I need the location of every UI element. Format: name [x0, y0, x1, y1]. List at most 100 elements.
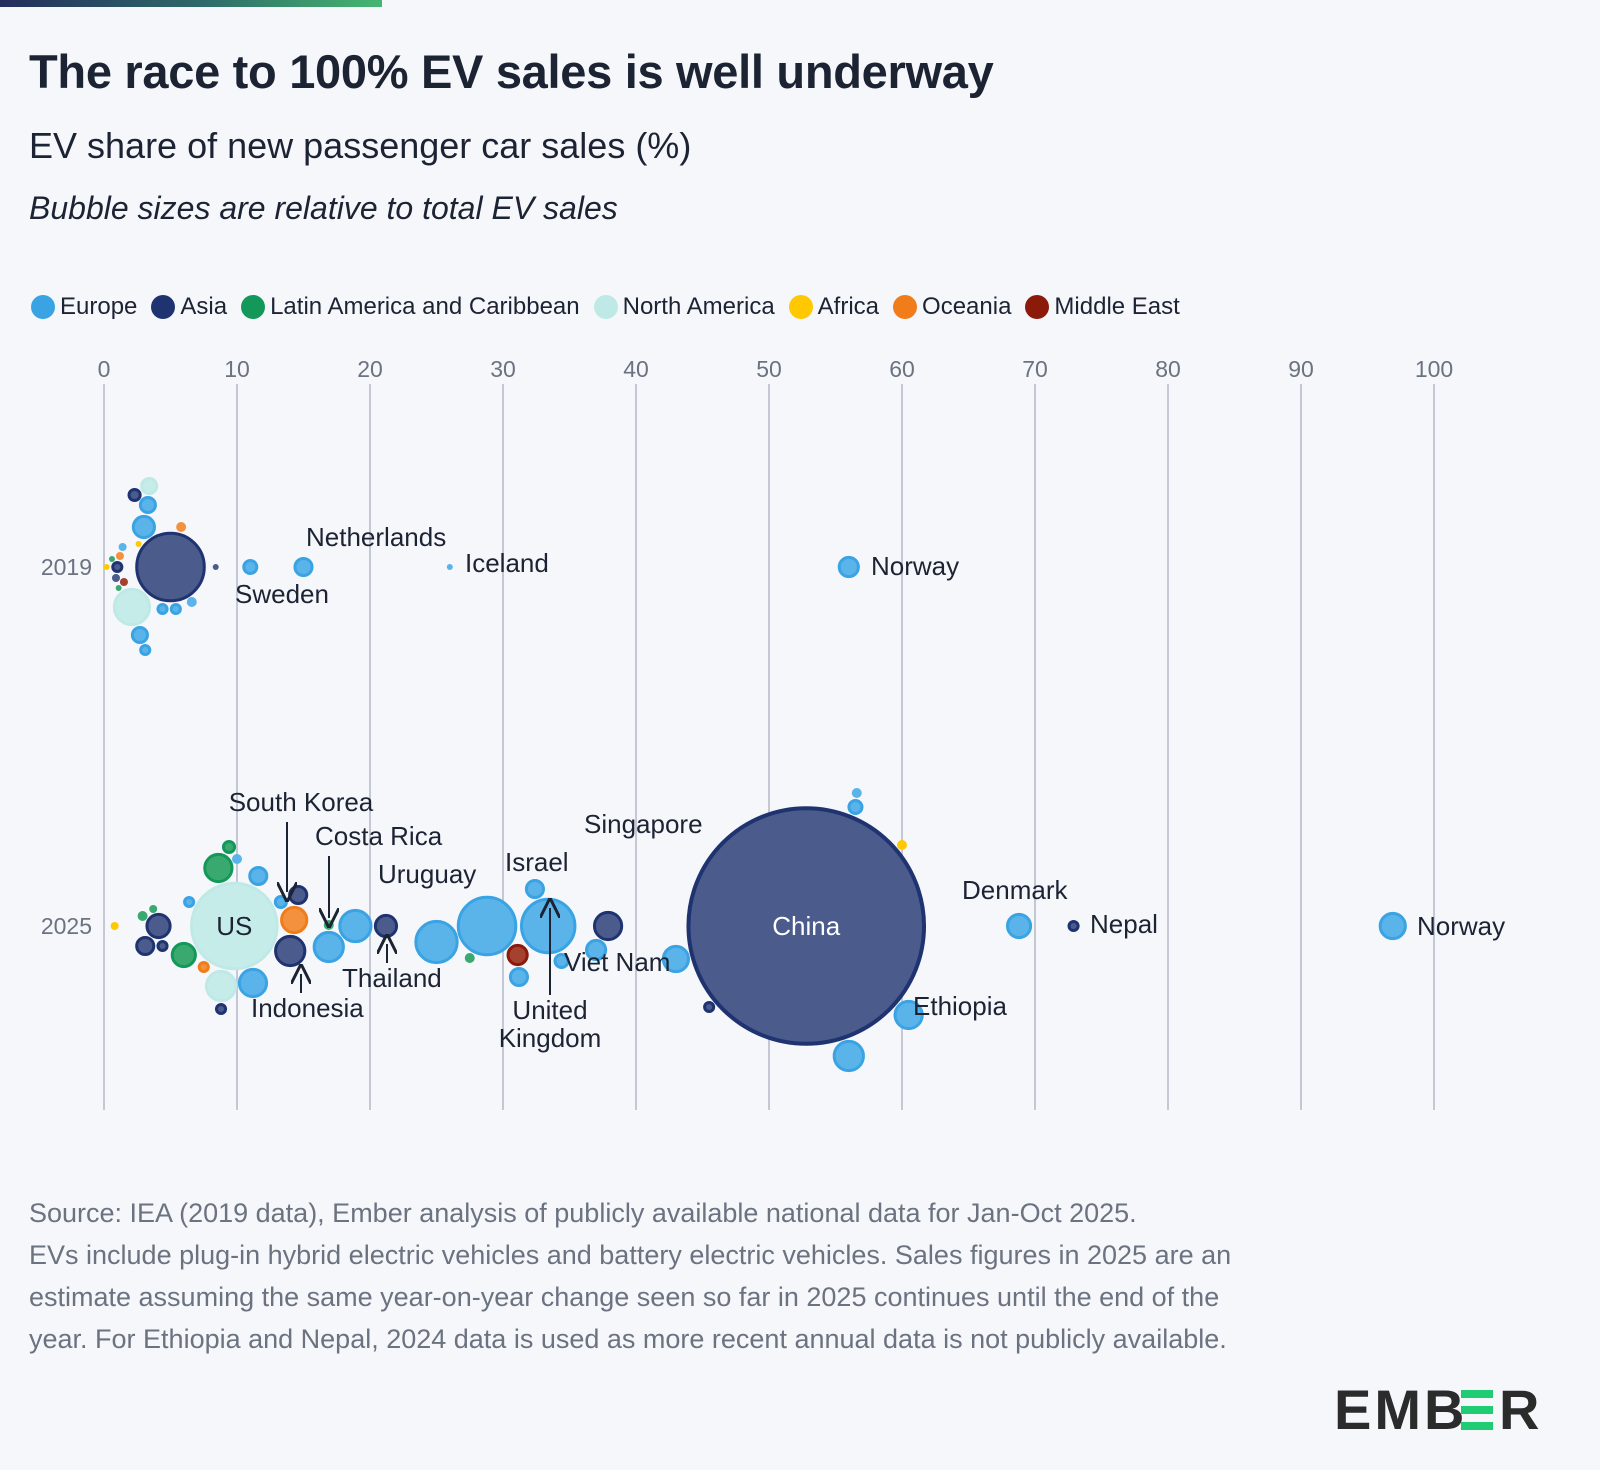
legend-label: Middle East: [1054, 293, 1180, 320]
bubble-europe: [139, 643, 152, 657]
label-denmark: Denmark: [962, 875, 1068, 905]
bubble-israel-2025: [506, 943, 529, 967]
legend-item-asia: Asia: [151, 293, 227, 321]
bubble-indonesia-2025: [288, 884, 309, 906]
footer: Source: IEA (2019 data), Ember analysis …: [29, 1192, 1269, 1360]
label-thailand: Thailand: [342, 963, 442, 993]
x-tick-label: 40: [623, 356, 649, 382]
label-united-kingdom-1: United: [512, 995, 587, 1025]
bubble-europe: [661, 944, 691, 974]
bubble-europe: [847, 798, 864, 816]
x-tick-label: 70: [1022, 356, 1048, 382]
label-costa-rica: Costa Rica: [315, 821, 443, 851]
bubble-europe: [553, 952, 570, 970]
bubble-ethiopia-2025: [897, 840, 907, 850]
bubble-oceania: [176, 522, 187, 532]
bubble-nepal-2025: [1067, 919, 1080, 933]
legend-label: Latin America and Caribbean: [270, 293, 580, 320]
bubble-north-america: [204, 969, 238, 1003]
bubble-europe: [508, 966, 530, 988]
bubble-sweden-2019: [242, 558, 259, 576]
label-uruguay: Uruguay: [378, 859, 476, 889]
bubble-asia: [145, 912, 172, 940]
bubble-oceania: [115, 551, 124, 561]
legend-item-oceania: Oceania: [893, 293, 1011, 321]
bubble-europe: [156, 602, 169, 616]
bubble-norway-2025: [1378, 911, 1407, 941]
bubble-netherlands-2019: [293, 556, 314, 578]
legend-swatch: [1025, 295, 1050, 319]
bubble-latin-america-and-caribbean: [137, 911, 148, 921]
label-china: China: [772, 911, 840, 941]
bubble-europe: [186, 597, 197, 607]
label-south-korea: South Korea: [229, 787, 374, 817]
chart-note: Bubble sizes are relative to total EV sa…: [29, 190, 618, 226]
x-tick-label: 50: [756, 356, 782, 382]
bubble-asia: [212, 564, 219, 570]
svg-text:R: R: [1499, 1384, 1539, 1434]
bubbles: [103, 476, 1407, 1073]
legend-swatch: [593, 295, 618, 319]
label-netherlands: Netherlands: [306, 522, 446, 552]
bubble-norway-2019: [837, 555, 860, 579]
year-label: 2019: [41, 554, 92, 580]
label-singapore: Singapore: [584, 809, 703, 839]
bubble-europe: [273, 894, 288, 910]
legend-label: Europe: [60, 293, 138, 320]
bubble-europe: [893, 999, 924, 1031]
bubble-europe: [312, 930, 345, 964]
bubble-south-korea-2025: [274, 934, 307, 968]
source-note: Source: IEA (2019 data), Ember analysis …: [29, 1198, 1137, 1228]
bubble-asia: [135, 531, 206, 603]
label-ethiopia: Ethiopia: [913, 991, 1007, 1021]
legend-swatch: [241, 295, 266, 319]
legend-swatch: [788, 295, 813, 319]
gridlines: [103, 384, 1435, 1110]
bubble-europe: [237, 967, 269, 999]
bubble-europe: [232, 854, 242, 864]
legend-label: Africa: [817, 293, 880, 320]
legend-swatch: [151, 295, 176, 319]
label-sweden: Sweden: [235, 579, 329, 609]
year-label: 2025: [41, 913, 92, 939]
legend-item-north-america: North America: [593, 293, 775, 321]
bubble-europe: [248, 865, 269, 887]
page-title: The race to 100% EV sales is well underw…: [29, 45, 994, 98]
bubble-asia: [111, 573, 120, 583]
legend-label: Oceania: [922, 293, 1012, 320]
label-viet-nam: Viet Nam: [564, 947, 670, 977]
bubble-denmark-2025: [1005, 912, 1033, 940]
bubble-europe: [130, 625, 149, 645]
bubble-latin-america-and-caribbean: [149, 904, 158, 914]
top-accent-bar: [0, 0, 382, 7]
bubble-europe: [832, 1039, 865, 1073]
bubble-asia: [135, 935, 156, 957]
bubble-europe: [131, 514, 156, 540]
bubble-europe: [456, 895, 518, 957]
bubble-latin-america-and-caribbean: [108, 556, 115, 562]
x-tick-label: 30: [490, 356, 516, 382]
x-tick-label: 20: [357, 356, 383, 382]
bubble-africa: [103, 564, 110, 570]
bubble-asia: [214, 1002, 228, 1016]
ember-logo-mark: EMB R: [1334, 1378, 1539, 1441]
x-tick-label: 10: [224, 356, 250, 382]
legend-swatch: [893, 295, 918, 319]
bubble-latin-america-and-caribbean: [203, 852, 234, 884]
bubble-iceland-2019: [446, 564, 453, 570]
x-tick-label: 100: [1415, 356, 1453, 382]
legend-item-latin-america: Latin America and Caribbean: [241, 293, 580, 321]
label-iceland: Iceland: [465, 548, 549, 578]
bubble-asia: [127, 487, 142, 503]
bubble-latin-america-and-caribbean: [221, 839, 237, 855]
x-tick-label: 60: [889, 356, 915, 382]
bubble-europe: [851, 788, 862, 798]
bubble-oceania: [197, 960, 210, 974]
bubble-north-america: [140, 476, 159, 496]
legend-label: Asia: [180, 293, 228, 320]
chart-subtitle: EV share of new passenger car sales (%): [29, 125, 692, 166]
annotations: Netherlands Sweden Iceland Norway South …: [229, 522, 1505, 1053]
label-indonesia: Indonesia: [251, 993, 364, 1023]
x-tick-label: 0: [98, 356, 111, 382]
bubble-asia: [156, 939, 169, 953]
